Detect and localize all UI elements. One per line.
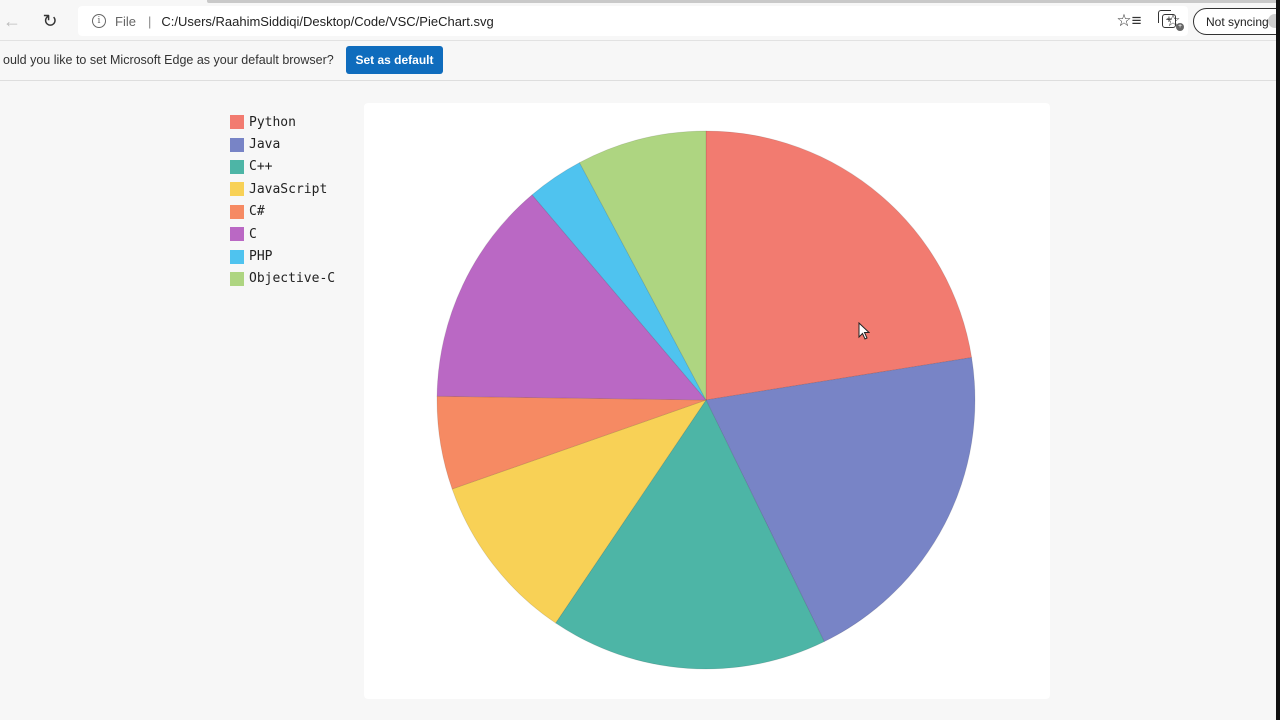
legend-label: C++ [249, 159, 273, 175]
legend-item: Java [230, 133, 335, 155]
default-browser-infobar: ould you like to set Microsoft Edge as y… [0, 41, 1280, 81]
legend-swatch [230, 159, 244, 174]
browser-toolbar: ← ↻ i File | C:/Users/RaahimSiddiqi/Desk… [0, 0, 1280, 41]
legend-label: JavaScript [249, 181, 328, 197]
legend-label: Python [249, 114, 296, 130]
pie-slice-c-[interactable] [555, 399, 825, 670]
set-as-default-button[interactable]: Set as default [346, 46, 443, 74]
pie-slice-c-[interactable] [436, 395, 707, 490]
collections-glyph: + [1158, 10, 1176, 28]
refresh-icon[interactable]: ↻ [42, 10, 58, 31]
legend-item: PHP [230, 245, 335, 267]
chart-legend: Python Java C++ JavaScript C# C PHP Objective-C [230, 111, 335, 290]
plus-badge-icon: + [1176, 23, 1184, 31]
legend-label: C# [249, 204, 265, 220]
info-icon[interactable]: i [92, 14, 106, 28]
pie-slice-php[interactable] [531, 162, 707, 401]
pie-slice-objective-c[interactable] [578, 130, 707, 401]
pie-slice-java[interactable] [705, 357, 976, 643]
legend-swatch [230, 271, 244, 286]
legend-swatch [230, 137, 244, 152]
legend-item: Objective-C [230, 268, 335, 290]
url-text[interactable]: C:/Users/RaahimSiddiqi/Desktop/Code/VSC/… [161, 13, 494, 29]
legend-label: PHP [249, 249, 273, 265]
back-icon[interactable]: ← [3, 10, 21, 31]
add-favorite-icon[interactable]: ☆ + [1162, 10, 1184, 32]
favorites-icon[interactable]: ☆≡ [1116, 11, 1142, 30]
tab-strip-edge [207, 0, 1280, 3]
legend-label: Java [249, 137, 281, 153]
pie-slice-python[interactable] [705, 130, 973, 401]
legend-swatch [230, 182, 244, 197]
infobar-message: ould you like to set Microsoft Edge as y… [3, 53, 334, 67]
legend-item: C [230, 223, 335, 245]
legend-item: Python [230, 111, 335, 133]
legend-label: C [249, 226, 257, 242]
address-separator: | [147, 13, 152, 29]
legend-item: JavaScript [230, 178, 335, 200]
legend-swatch [230, 249, 244, 264]
window-edge [1276, 0, 1280, 720]
legend-item: C++ [230, 156, 335, 178]
scheme-label: File [115, 13, 136, 29]
pie-slice-javascript[interactable] [451, 399, 708, 624]
legend-swatch [230, 227, 244, 242]
mouse-cursor-icon [858, 322, 870, 340]
legend-swatch [230, 204, 244, 219]
pie-slice-c[interactable] [436, 194, 707, 401]
sync-label: Not syncing [1206, 14, 1269, 29]
legend-item: C# [230, 201, 335, 223]
legend-swatch [230, 115, 244, 130]
legend-label: Objective-C [249, 271, 336, 287]
address-bar[interactable]: i File | C:/Users/RaahimSiddiqi/Desktop/… [78, 6, 1188, 36]
collections-icon[interactable]: + [1158, 10, 1180, 32]
